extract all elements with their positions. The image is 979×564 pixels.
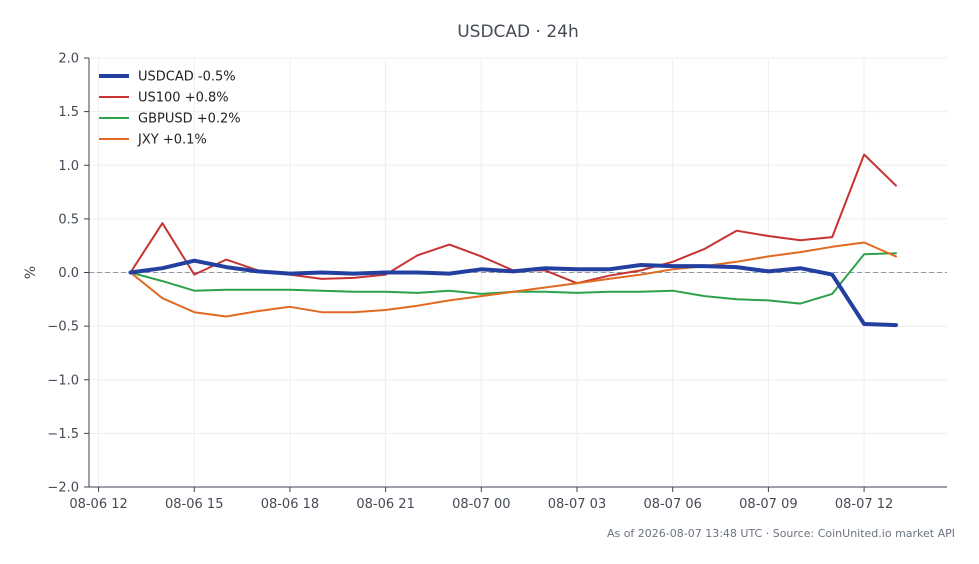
x-tick-label: 08-06 15	[165, 497, 223, 512]
x-tick-label: 08-07 00	[452, 497, 510, 512]
y-tick-label: −1.0	[47, 373, 79, 388]
legend-entry-label: USDCAD -0.5%	[138, 70, 236, 85]
y-tick-label: 0.5	[58, 212, 79, 227]
x-tick-label: 08-06 21	[356, 497, 414, 512]
series-line-gbpusd	[129, 252, 897, 305]
y-tick-label: 1.5	[58, 105, 79, 120]
y-axis-label: %	[23, 266, 39, 279]
x-tick-label: 08-07 12	[835, 497, 893, 512]
legend-entry-label: JXY +0.1%	[137, 133, 207, 148]
legend-entry-label: US100 +0.8%	[138, 91, 229, 106]
y-tick-label: −2.0	[47, 481, 79, 496]
series-line-usdcad	[128, 258, 898, 328]
legend-entry-label: GBPUSD +0.2%	[138, 112, 241, 127]
legend: USDCAD -0.5% US100 +0.8% GBPUSD +0.2% JXY +…	[99, 70, 241, 148]
y-tick-label: 1.0	[58, 159, 79, 174]
x-tick-label: 08-07 09	[739, 497, 797, 512]
y-tick-label: −1.5	[47, 427, 79, 442]
x-tick-label: 08-06 12	[69, 497, 127, 512]
x-tick-label: 08-06 18	[261, 497, 319, 512]
series-lines	[128, 153, 898, 328]
chart-title: USDCAD · 24h	[457, 22, 579, 42]
x-tick-label: 08-07 06	[643, 497, 701, 512]
axes: 2.0 1.5 1.0 0.5 0.0 −0.5 −1.0 −1.5 −2.008-06 12 0…	[47, 52, 947, 512]
series-line-jxy	[129, 241, 897, 318]
y-tick-label: 2.0	[58, 52, 79, 67]
y-tick-label: −0.5	[47, 320, 79, 335]
y-tick-label: 0.0	[58, 266, 79, 281]
x-tick-label: 08-07 03	[548, 497, 606, 512]
footer-source-note: As of 2026-08-07 13:48 UTC · Source: Coi…	[607, 527, 955, 540]
